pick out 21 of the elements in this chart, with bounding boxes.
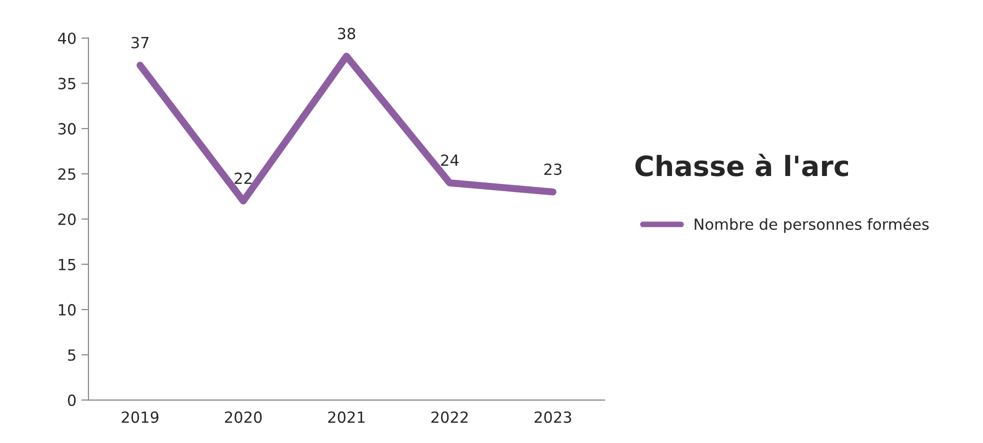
y-tick-label: 30 xyxy=(58,123,76,135)
x-tick-label: 2022 xyxy=(431,411,468,423)
data-label: 22 xyxy=(234,172,252,184)
y-tick-label: 0 xyxy=(68,394,76,406)
data-label: 23 xyxy=(544,164,562,176)
x-tick-label: 2023 xyxy=(534,411,572,423)
data-label: 38 xyxy=(338,28,356,40)
y-tick-label: 25 xyxy=(58,168,76,180)
x-tick-label: 2021 xyxy=(328,411,365,423)
data-label: 37 xyxy=(132,36,148,48)
y-tick-label: 15 xyxy=(58,258,76,270)
y-tick-label: 35 xyxy=(58,78,76,90)
x-tick-label: 2020 xyxy=(224,411,262,423)
legend-label: Nombre de personnes formées xyxy=(694,218,929,233)
y-tick-label: 10 xyxy=(58,304,76,316)
y-tick-label: 5 xyxy=(68,349,76,361)
y-tick-label: 20 xyxy=(58,214,76,226)
text: Chasse à l'arc xyxy=(635,154,848,176)
x-tick-label: 2019 xyxy=(122,411,158,423)
data-label: 24 xyxy=(441,154,459,166)
y-tick-label: 40 xyxy=(58,32,76,44)
